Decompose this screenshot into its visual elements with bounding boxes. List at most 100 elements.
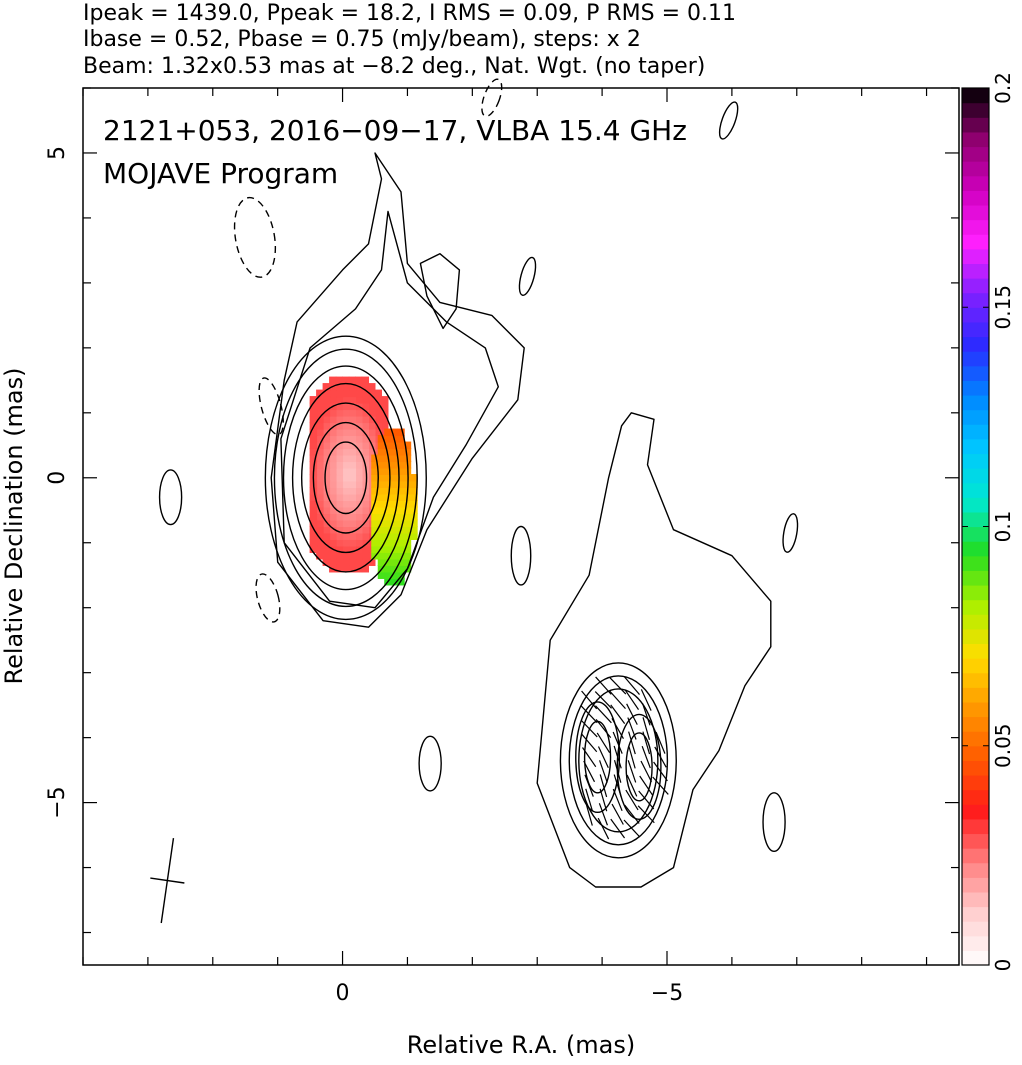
colorbar-frame [961, 87, 990, 966]
pol-pixel [361, 526, 370, 534]
isolated-contour [510, 525, 532, 586]
pol-pixel [355, 493, 363, 502]
evpa-tick [637, 805, 655, 824]
colorbar-band [962, 468, 989, 484]
pol-pixel [316, 538, 324, 547]
knot-extended-emission [536, 412, 772, 888]
pol-pixel [335, 564, 344, 573]
pol-pixel [316, 526, 324, 534]
pol-pixel [355, 506, 363, 515]
pol-pixel [384, 558, 392, 566]
isolated-contour [518, 256, 537, 296]
pol-pixel [322, 532, 331, 540]
pol-pixel [342, 441, 350, 450]
pol-pixel [361, 409, 370, 417]
evpa-tick [610, 818, 626, 839]
colorbar-band [962, 658, 989, 674]
pol-pixel [361, 558, 370, 566]
colorbar-band [962, 409, 989, 425]
colorbar-band [962, 131, 989, 148]
pol-pixel [377, 558, 386, 566]
pol-pixel [361, 551, 370, 560]
pol-pixel [329, 441, 337, 450]
evpa-tick [652, 776, 669, 795]
pol-pixel [374, 409, 382, 417]
pol-pixel [316, 461, 324, 469]
pol-pixel [377, 454, 386, 463]
pol-pixel [377, 571, 386, 579]
colorbar-band [962, 321, 989, 338]
pol-pixel [342, 428, 350, 437]
jet-envelope-inner [280, 210, 499, 609]
evpa-tick [580, 719, 598, 738]
colorbar-tick-label: 0.1 [991, 511, 1015, 543]
pol-pixel [403, 526, 412, 534]
pol-pixel [377, 441, 386, 450]
pol-pixel [390, 519, 399, 527]
colorbar-band [962, 219, 989, 235]
pol-pixel [377, 493, 386, 502]
pol-pixel [371, 454, 379, 463]
pol-pixel [361, 428, 370, 437]
pol-pixel [403, 519, 412, 527]
pol-pixel [309, 461, 318, 469]
pol-pixel [309, 428, 318, 437]
pol-pixel [342, 558, 350, 566]
pol-pixel [390, 461, 399, 469]
pol-pixel [361, 467, 370, 476]
pol-pixel [403, 500, 412, 508]
colorbar-band [962, 175, 989, 191]
pol-pixel [342, 402, 350, 411]
pol-pixel [371, 461, 379, 469]
colorbar-band [962, 731, 989, 747]
pol-pixel [329, 474, 337, 482]
colorbar-band [962, 584, 989, 601]
pol-pixel [316, 402, 324, 411]
evpa-tick [597, 817, 610, 840]
pol-pixel [322, 428, 331, 437]
pol-pixel [361, 435, 370, 443]
pol-pixel [397, 519, 405, 527]
pol-pixel [361, 448, 370, 456]
pol-pixel [309, 519, 318, 527]
pol-pixel [380, 415, 389, 424]
pol-pixel [397, 538, 405, 547]
evpa-tick [581, 733, 598, 753]
isolated-contour [782, 513, 799, 553]
pol-pixel [335, 409, 344, 417]
pol-pixel [322, 474, 331, 482]
pol-pixel [410, 480, 418, 489]
pol-pixel [322, 558, 331, 566]
pol-pixel [335, 467, 344, 476]
pol-pixel [348, 422, 357, 430]
evpa-tick [594, 705, 612, 724]
evpa-tick [584, 774, 594, 797]
pol-pixel [397, 441, 405, 450]
pol-pixel [384, 480, 392, 489]
pol-pixel [390, 577, 399, 586]
pol-pixel [368, 409, 376, 417]
pol-pixel [368, 435, 376, 443]
core-contour [324, 441, 368, 515]
pol-pixel [377, 506, 386, 515]
pol-pixel [390, 448, 399, 456]
colorbar-band [962, 745, 989, 761]
evpa-tick [599, 760, 608, 783]
pol-pixel [316, 467, 324, 476]
pol-pixel [322, 415, 331, 424]
pol-pixel [348, 441, 357, 450]
pol-pixel [316, 532, 324, 540]
stokes-i-contours [158, 78, 799, 888]
pol-pixel [390, 506, 399, 515]
pol-pixel [316, 435, 324, 443]
pol-pixel [371, 474, 379, 482]
pol-pixel [329, 558, 337, 566]
pol-pixel [374, 402, 382, 411]
pol-pixel [371, 506, 379, 515]
x-axis-title: Relative R.A. (mas) [407, 1031, 635, 1059]
pol-pixel [335, 487, 344, 495]
pol-pixel [355, 389, 363, 398]
pol-pixel [384, 519, 392, 527]
evpa-tick [641, 702, 651, 726]
